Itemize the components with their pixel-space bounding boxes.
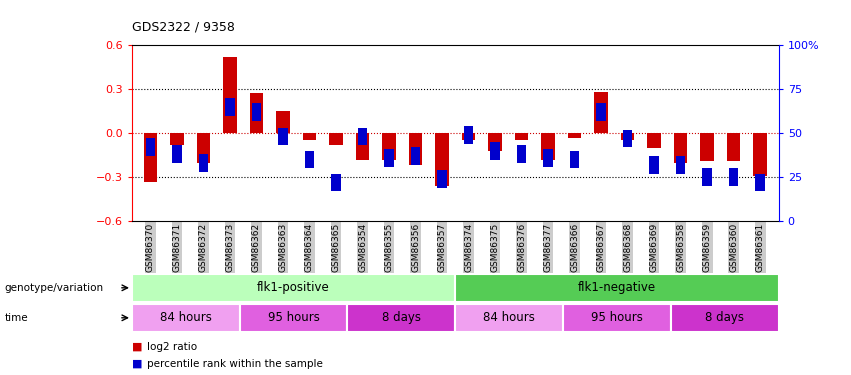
Bar [132, 304, 240, 332]
Bar [356, 133, 369, 160]
Bar [277, 111, 289, 133]
Bar [727, 133, 740, 161]
Bar [462, 133, 475, 141]
Bar [455, 274, 779, 302]
Text: 95 hours: 95 hours [591, 311, 643, 324]
Bar [455, 304, 563, 332]
Bar [671, 304, 779, 332]
Bar [543, 149, 553, 166]
Bar [700, 133, 714, 161]
Text: flk1-negative: flk1-negative [578, 281, 656, 294]
Bar [252, 103, 261, 121]
Bar [488, 133, 502, 151]
Text: percentile rank within the sample: percentile rank within the sample [147, 359, 323, 369]
Bar [595, 92, 608, 133]
Bar [517, 146, 526, 163]
Bar [563, 304, 671, 332]
Bar [250, 93, 263, 133]
Bar [568, 133, 581, 138]
Bar [144, 133, 157, 182]
Text: GDS2322 / 9358: GDS2322 / 9358 [132, 21, 235, 34]
Bar [197, 133, 210, 162]
Text: log2 ratio: log2 ratio [147, 342, 197, 352]
Bar [172, 146, 182, 163]
Bar [278, 128, 288, 146]
Bar [728, 168, 739, 186]
Bar [490, 142, 500, 160]
Text: genotype/variation: genotype/variation [4, 283, 103, 293]
Bar [597, 103, 606, 121]
Bar [436, 133, 448, 186]
Bar [570, 151, 580, 168]
Bar [411, 147, 420, 165]
Text: 95 hours: 95 hours [268, 311, 319, 324]
Bar [464, 126, 473, 144]
Bar [198, 154, 208, 172]
Bar [753, 133, 767, 176]
Bar [170, 133, 184, 145]
Bar [702, 168, 712, 186]
Bar [437, 170, 447, 188]
Text: 8 days: 8 days [382, 311, 421, 324]
Bar [515, 133, 528, 141]
Bar [382, 133, 396, 160]
Bar [541, 133, 555, 160]
Bar [357, 128, 368, 146]
Text: time: time [4, 313, 28, 323]
Bar [305, 151, 314, 168]
Bar [674, 133, 688, 162]
Bar [623, 130, 632, 147]
Bar [329, 133, 343, 145]
Text: ■: ■ [132, 359, 142, 369]
Text: 84 hours: 84 hours [483, 311, 535, 324]
Bar [240, 304, 347, 332]
Bar [303, 133, 316, 141]
Bar [648, 133, 660, 148]
Bar [347, 304, 455, 332]
Bar [621, 133, 634, 141]
Bar [756, 174, 765, 191]
Bar [649, 156, 659, 174]
Bar [226, 98, 235, 116]
Bar [146, 138, 155, 156]
Text: ■: ■ [132, 342, 142, 352]
Bar [385, 149, 394, 166]
Bar [132, 274, 455, 302]
Text: 84 hours: 84 hours [160, 311, 212, 324]
Bar [331, 174, 340, 191]
Bar [408, 133, 422, 165]
Text: flk1-positive: flk1-positive [257, 281, 330, 294]
Bar [676, 156, 685, 174]
Text: 8 days: 8 days [705, 311, 745, 324]
Bar [223, 57, 237, 133]
